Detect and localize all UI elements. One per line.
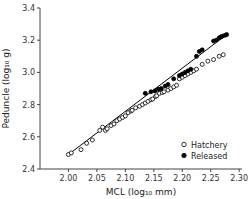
y-tick [37,136,40,137]
legend: Hatchery Released [182,141,228,161]
legend-marker [182,153,186,157]
y-tick [37,40,40,41]
y-tick [37,72,40,73]
y-tick-label: 2.4 [22,165,35,174]
x-tick [125,169,126,172]
point [90,138,94,142]
x-tick [210,169,211,172]
point [194,67,198,71]
point [79,148,83,152]
x-tick [239,169,240,172]
x-tick-label: 2.10 [116,174,134,183]
point [172,77,176,81]
chart: 2.00 2.05 2.10 2.15 2.20 2.25 2.30 2.4 2.6 2.8 3.0… [0,0,252,199]
legend-label: Hatchery [191,141,228,150]
plot-area [66,33,228,157]
x-tick-label: 2.30 [230,174,248,183]
point [206,59,210,63]
x-tick [68,169,69,172]
point [134,106,138,110]
legend-marker [182,142,186,146]
x-tick-label: 2.15 [145,174,163,183]
x-tick-label: 2.00 [60,174,78,183]
point [194,54,198,58]
y-tick [37,169,40,170]
point [225,33,229,37]
point [212,58,216,62]
y-tick-label: 3.0 [22,68,35,77]
point [189,67,193,71]
point [221,53,225,57]
y-tick [37,8,40,9]
y-axis [40,8,41,169]
x-tick-label: 2.05 [88,174,106,183]
point [69,151,73,155]
x-tick-label: 2.25 [202,174,220,183]
y-tick-label: 3.4 [22,4,35,13]
point [143,91,147,95]
x-tick [182,169,183,172]
point [200,48,204,52]
point [166,82,170,86]
point [105,127,109,131]
legend-label: Released [191,152,227,161]
y-axis-label: Peduncle (log₁₀ g) [1,48,11,128]
x-tick [96,169,97,172]
y-tick [37,104,40,105]
x-axis-label: MCL (log₁₀ mm) [106,187,176,197]
y-tick-label: 2.8 [22,101,35,110]
point [159,87,163,91]
y-tick-label: 2.6 [22,133,35,142]
point [200,62,204,66]
point [175,83,179,87]
x-axis [40,169,242,170]
y-tick-label: 3.2 [22,36,35,45]
point [217,54,221,58]
point [149,90,153,94]
regression-line [68,35,226,155]
x-tick [153,169,154,172]
point [85,141,89,145]
x-tick-label: 2.20 [173,174,191,183]
